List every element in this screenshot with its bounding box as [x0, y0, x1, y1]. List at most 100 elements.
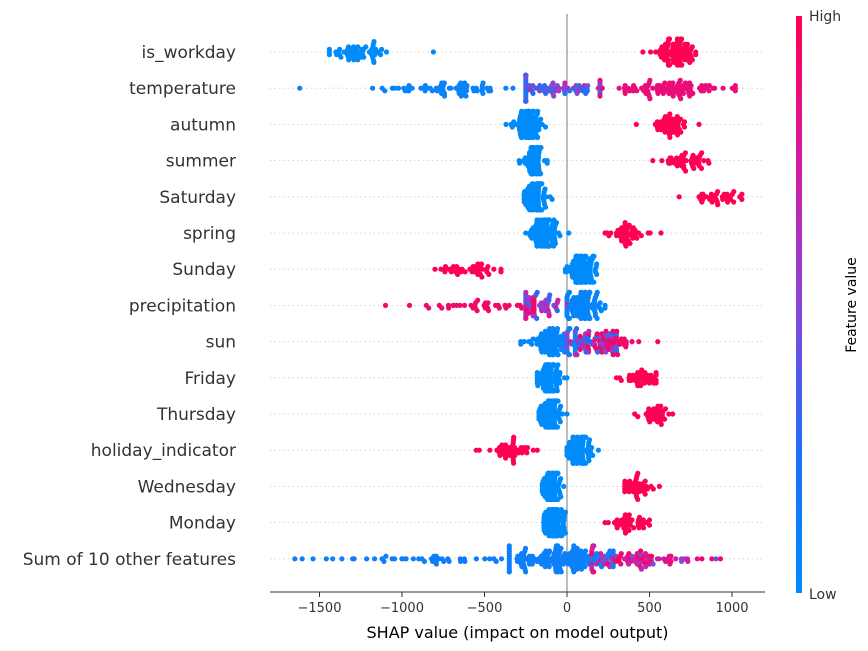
shap-point [636, 514, 643, 521]
shap-point [668, 558, 674, 565]
shap-point [634, 88, 640, 94]
x-axis-label: SHAP value (impact on model output) [367, 623, 669, 642]
shap-point [464, 83, 470, 89]
shap-point [535, 383, 541, 389]
shap-point [566, 315, 573, 321]
shap-point [330, 556, 336, 562]
shap-point [638, 548, 644, 554]
shap-point [546, 313, 552, 319]
shap-point [650, 561, 656, 567]
shap-point [626, 512, 632, 518]
shap-point [557, 233, 563, 239]
shap-point [430, 49, 436, 55]
shap-point [521, 339, 527, 345]
shap-point [480, 90, 486, 96]
shap-point [689, 44, 695, 50]
shap-point [525, 310, 532, 316]
shap-point [534, 289, 540, 295]
shap-point [461, 302, 468, 308]
shap-point [594, 271, 600, 277]
shap-point [627, 240, 633, 246]
shap-point [586, 437, 593, 443]
shap-point [462, 558, 468, 565]
shap-point [598, 308, 604, 314]
shap-point [549, 196, 555, 202]
colorbar-title: Feature value [844, 257, 860, 353]
shap-point [479, 274, 485, 280]
shap-point [574, 326, 580, 332]
shap-point [554, 308, 560, 314]
shap-point [647, 77, 653, 83]
shap-point [673, 556, 679, 562]
shap-point [732, 88, 738, 94]
shap-point [603, 328, 609, 334]
shap-point [558, 476, 564, 482]
shap-point [667, 134, 673, 140]
shap-point [371, 39, 377, 45]
shap-point [643, 564, 649, 570]
shap-point [594, 331, 600, 337]
shap-point [523, 98, 529, 104]
shap-point [519, 108, 525, 114]
shap-point [681, 119, 688, 125]
shap-point [392, 85, 398, 91]
shap-point [503, 442, 509, 448]
shap-point [474, 88, 480, 94]
feature-label: sun [206, 333, 236, 353]
shap-point [666, 411, 672, 417]
shap-point [337, 46, 343, 53]
shap-point [345, 44, 352, 50]
shap-point [506, 302, 512, 308]
shap-point [538, 116, 544, 122]
shap-point [582, 548, 589, 554]
shap-point [591, 543, 597, 549]
shap-point [517, 160, 523, 166]
shap-point [564, 375, 570, 381]
feature-label: is_workday [142, 43, 237, 63]
shap-point [498, 269, 504, 275]
shap-point [660, 90, 666, 96]
shap-point [679, 62, 685, 68]
shap-point [717, 556, 724, 562]
x-tick-label: 1000 [715, 601, 748, 616]
shap-point [680, 90, 687, 96]
shap-point [591, 569, 597, 575]
shap-point [378, 52, 384, 58]
shap-point [667, 111, 673, 117]
shap-point [712, 85, 718, 91]
shap-point [658, 421, 664, 427]
shap-point [662, 406, 669, 412]
shap-point [323, 556, 329, 562]
shap-point [498, 556, 505, 562]
shap-point [564, 411, 570, 417]
shap-point [594, 289, 600, 295]
shap-point [646, 517, 653, 523]
shap-point [690, 152, 696, 158]
shap-point [720, 85, 726, 91]
shap-point [575, 88, 582, 94]
shap-point [539, 207, 545, 213]
shap-point [617, 341, 623, 347]
shap-point [539, 181, 545, 187]
shap-point [493, 558, 499, 565]
shap-point [635, 470, 641, 476]
shap-point [523, 315, 529, 321]
shap-point [438, 266, 444, 272]
shap-point [487, 447, 493, 453]
shap-point [720, 196, 726, 202]
shap-point [587, 289, 593, 295]
shap-point [706, 160, 712, 166]
shap-point [566, 289, 573, 295]
shap-point [542, 186, 548, 192]
shap-point [551, 93, 557, 99]
shap-point [574, 545, 580, 552]
shap-point [562, 530, 569, 536]
shap-point [535, 108, 541, 114]
shap-point [544, 160, 550, 166]
x-tick-label: −1500 [298, 601, 342, 616]
shap-point [586, 328, 592, 334]
shap-point [442, 269, 448, 275]
feature-label: Sunday [172, 260, 236, 280]
shap-point [480, 266, 486, 272]
